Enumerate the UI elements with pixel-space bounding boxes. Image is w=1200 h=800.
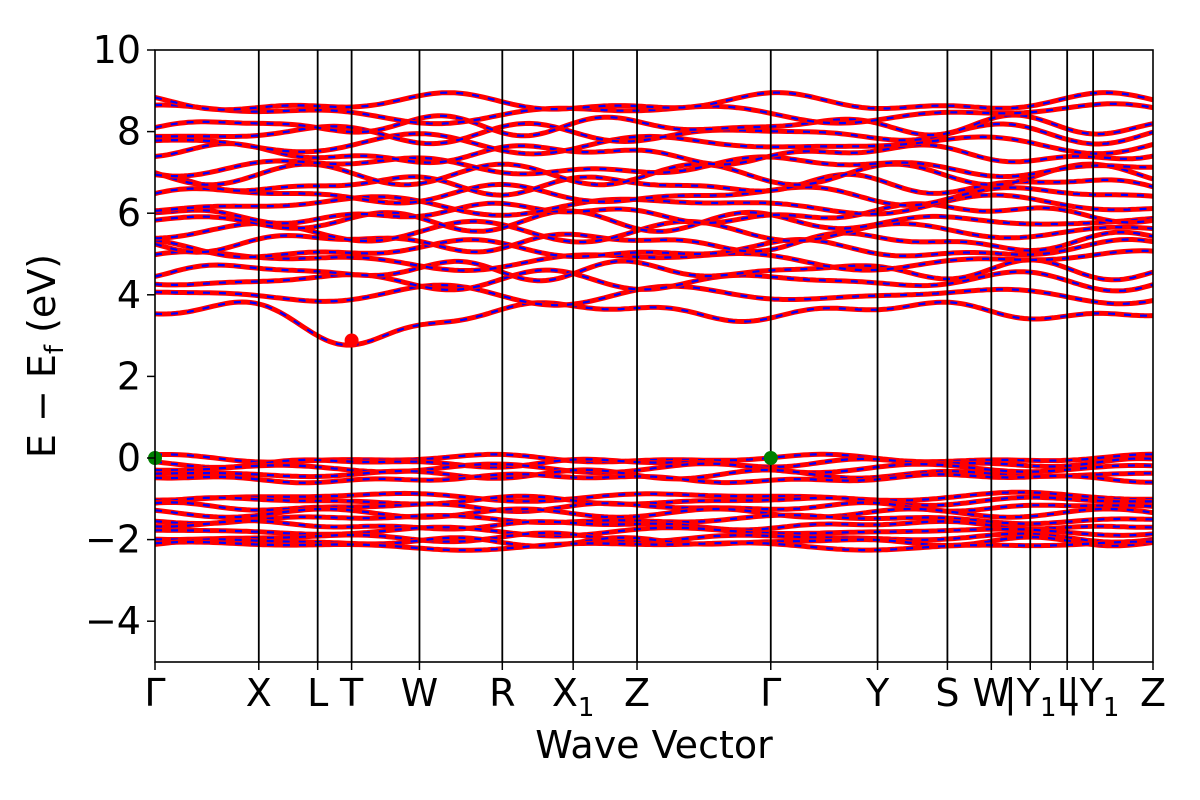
band-line-down-c19 bbox=[154, 102, 1154, 125]
y-axis-title: E − Ef (eV) bbox=[20, 254, 70, 458]
x-tick-label-main-6: X bbox=[552, 671, 578, 715]
band-line-down-c2 bbox=[154, 269, 1154, 292]
y-tick-label-5: 6 bbox=[117, 191, 141, 235]
x-tick-label-4: W bbox=[401, 671, 439, 715]
plot-frame bbox=[154, 49, 1154, 663]
y-axis-title-unit: (eV) bbox=[20, 254, 64, 345]
x-tick-label-13: L bbox=[1057, 671, 1078, 715]
x-tick-label-main-5: R bbox=[489, 671, 515, 715]
band-line-down-c14 bbox=[154, 155, 1153, 178]
y-tick-label-0: −4 bbox=[85, 599, 141, 643]
band-line-up-c8 bbox=[154, 208, 1154, 234]
x-tick-label-8: Γ bbox=[760, 671, 781, 715]
band-line-down-v4 bbox=[154, 473, 1153, 484]
y-tick-label-6: 8 bbox=[117, 110, 141, 154]
band-line-up-c9 bbox=[154, 200, 1154, 226]
y-tick-label-1: −2 bbox=[85, 518, 141, 562]
x-axis-title: Wave Vector bbox=[535, 723, 773, 767]
band-line-up-c15 bbox=[154, 141, 1154, 168]
band-lines bbox=[154, 90, 1154, 553]
band-line-down-v6 bbox=[154, 495, 1153, 507]
y-axis-title-lead: E − E bbox=[20, 354, 64, 458]
band-line-down-c0 bbox=[154, 300, 1154, 347]
x-tick-label-main-2: L bbox=[307, 671, 328, 715]
y-tick-label-7: 10 bbox=[93, 28, 141, 72]
band-line-up-c20 bbox=[154, 90, 1154, 113]
x-axis-ticks: Γ X L T W R X1 Z Γ Y S W|Y1 L|Y1 Z bbox=[144, 662, 1166, 723]
band-line-up-c5 bbox=[154, 236, 1154, 260]
band-line-down-c10 bbox=[154, 193, 1154, 217]
band-line-down-v2 bbox=[154, 462, 1154, 474]
band-line-up-c6 bbox=[154, 229, 1154, 255]
x-tick-label-main-12: |Y bbox=[1004, 671, 1041, 716]
x-tick-label-14: |Y1 bbox=[1067, 671, 1120, 723]
x-tick-label-main-14: |Y bbox=[1067, 671, 1104, 716]
x-tick-label-main-11: W bbox=[973, 671, 1011, 715]
band-line-down-v14 bbox=[154, 540, 1154, 552]
x-tick-label-7: Z bbox=[624, 671, 650, 715]
x-tick-label-0: Γ bbox=[144, 671, 165, 715]
cbm-marker bbox=[344, 333, 359, 348]
band-line-down-v5 bbox=[155, 491, 1153, 503]
x-tick-label-main-15: Z bbox=[1140, 671, 1166, 715]
x-tick-label-main-3: T bbox=[339, 671, 364, 715]
x-tick-label-sub-12: 1 bbox=[1040, 693, 1057, 723]
y-tick-label-4: 4 bbox=[117, 273, 141, 317]
band-line-down-c1 bbox=[154, 283, 1154, 307]
band-line-down-v8 bbox=[154, 507, 1154, 519]
x-tick-label-12: |Y1 bbox=[1004, 671, 1057, 723]
band-line-down-c4 bbox=[154, 249, 1154, 272]
band-line-down-v10 bbox=[154, 519, 1153, 531]
band-line-down-c11 bbox=[154, 183, 1154, 207]
kpath-divider-lines bbox=[257, 50, 1095, 662]
x-tick-label-11: W bbox=[973, 671, 1011, 715]
y-axis-ticks: −4 −2 0 2 4 6 8 10 bbox=[85, 28, 155, 643]
x-tick-label-sub-6: 1 bbox=[578, 693, 595, 723]
x-tick-label-main-9: Y bbox=[865, 671, 890, 715]
x-tick-label-2: L bbox=[307, 671, 328, 715]
band-line-up-c18 bbox=[154, 112, 1154, 139]
x-tick-label-main-8: Γ bbox=[760, 671, 781, 715]
x-tick-label-sub-14: 1 bbox=[1103, 693, 1120, 723]
x-tick-label-9: Y bbox=[865, 671, 890, 715]
x-tick-label-5: R bbox=[489, 671, 515, 715]
band-line-up-c3 bbox=[154, 257, 1154, 284]
x-tick-label-3: T bbox=[339, 671, 364, 715]
y-tick-label-3: 2 bbox=[117, 354, 141, 398]
vbm-marker-1 bbox=[763, 451, 778, 465]
x-tick-label-main-13: L bbox=[1057, 671, 1078, 715]
x-tick-label-main-7: Z bbox=[624, 671, 650, 715]
x-tick-label-main-10: S bbox=[935, 671, 959, 715]
x-tick-label-1: X bbox=[246, 671, 272, 715]
x-tick-label-main-1: X bbox=[246, 671, 272, 715]
x-tick-label-main-4: W bbox=[401, 671, 439, 715]
y-tick-label-2: 0 bbox=[117, 436, 141, 480]
band-line-up-c7 bbox=[154, 218, 1154, 245]
band-line-down-v1 bbox=[154, 457, 1154, 469]
x-tick-label-15: Z bbox=[1140, 671, 1166, 715]
x-tick-label-10: S bbox=[935, 671, 959, 715]
y-axis-title-sub: f bbox=[40, 344, 70, 354]
x-tick-label-6: X1 bbox=[552, 671, 595, 723]
x-tick-label-main-0: Γ bbox=[144, 671, 165, 715]
